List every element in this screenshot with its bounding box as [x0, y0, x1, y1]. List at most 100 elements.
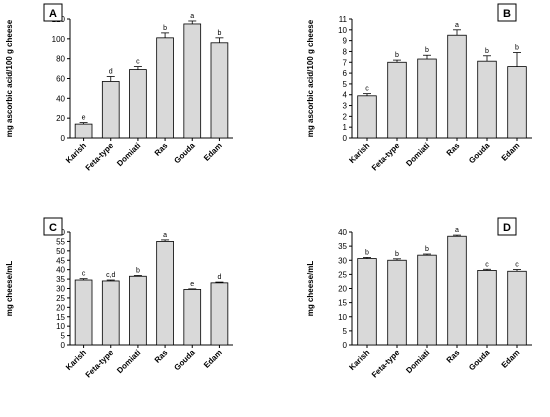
significance-label: c	[82, 271, 86, 278]
bar	[74, 123, 93, 139]
bar	[74, 279, 93, 346]
category-label: Edam	[500, 141, 522, 163]
y-tick-label: 80	[56, 55, 65, 64]
panel-label: D	[503, 222, 511, 234]
y-tick-label: 25	[338, 270, 347, 279]
bar	[387, 61, 407, 139]
significance-label: b	[217, 30, 221, 37]
panel-a: 020406080100120mg ascorbic acid/100 g ch…	[5, 3, 233, 173]
y-tick-label: 35	[338, 242, 347, 251]
bar	[183, 23, 202, 139]
significance-label: c	[136, 59, 140, 66]
category-label: Karish	[64, 141, 88, 165]
category-label: Feta-type	[84, 141, 116, 173]
bar	[129, 69, 147, 139]
y-tick-label: 10	[338, 313, 347, 322]
y-tick-label: 6	[343, 69, 348, 78]
category-label: Ras	[445, 348, 462, 365]
y-tick-label: 25	[56, 294, 65, 303]
significance-label: a	[190, 13, 194, 20]
category-label: Ras	[153, 348, 170, 365]
bar	[417, 254, 437, 346]
y-tick-label: 40	[56, 94, 65, 103]
bar	[477, 270, 497, 346]
y-tick-label: 9	[343, 37, 348, 46]
significance-label: d	[217, 274, 221, 281]
significance-label: b	[395, 251, 399, 258]
y-tick-label: 30	[338, 256, 347, 265]
category-label: Gouda	[467, 348, 492, 373]
y-tick-label: 5	[61, 332, 66, 341]
category-label: Karish	[347, 348, 371, 372]
category-label: Ras	[445, 141, 462, 158]
category-label: Ras	[153, 141, 170, 158]
category-label: Gouda	[172, 348, 197, 373]
category-label: Domiati	[115, 141, 142, 168]
bar	[357, 258, 377, 346]
y-tick-label: 11	[339, 15, 348, 24]
category-label: Edam	[202, 141, 224, 163]
y-axis-title: mg cheese/mL	[306, 261, 315, 317]
y-tick-label: 100	[52, 35, 66, 44]
category-label: Edam	[202, 348, 224, 370]
panel-label-box	[43, 3, 63, 22]
y-axis-title: mg ascorbic acid/100 g cheese	[306, 19, 315, 137]
bar	[447, 235, 467, 346]
bar	[156, 241, 174, 346]
y-tick-label: 10	[56, 322, 65, 331]
y-tick-label: 4	[343, 91, 348, 100]
significance-label: b	[425, 47, 429, 54]
category-label: Domiati	[404, 141, 431, 168]
bar	[357, 95, 377, 139]
y-tick-label: 0	[343, 341, 348, 350]
bar	[417, 58, 437, 139]
y-tick-label: 3	[343, 102, 348, 111]
y-tick-label: 8	[343, 47, 348, 56]
bar	[183, 289, 202, 346]
y-tick-label: 15	[56, 313, 65, 322]
significance-label: c	[485, 261, 489, 268]
y-tick-label: 20	[338, 285, 347, 294]
bar	[101, 280, 120, 346]
y-tick-label: 10	[338, 26, 347, 35]
panel-c: 051015202530354045505560mg cheese/mLcKar…	[5, 217, 233, 380]
significance-label: e	[82, 115, 86, 122]
significance-label: c,d	[106, 272, 115, 279]
category-label: Karish	[347, 141, 371, 165]
panel-d: 0 5 10 15 20 25 30 35 40 mg cheese/mL b Karish b Feta…	[306, 217, 532, 380]
bar	[507, 66, 527, 139]
panel-label-box	[43, 217, 63, 236]
significance-label: b	[485, 48, 489, 55]
y-tick-label: 0	[61, 134, 66, 143]
panel-label-box	[497, 217, 517, 236]
panel-label: A	[49, 8, 57, 20]
y-tick-label: 50	[56, 247, 65, 256]
significance-label: b	[515, 45, 519, 52]
bar	[387, 259, 407, 346]
bar	[129, 275, 147, 346]
significance-label: b	[365, 249, 369, 256]
y-tick-label: 45	[56, 256, 65, 265]
significance-label: b	[163, 25, 167, 32]
panel-label: B	[503, 8, 511, 20]
category-label: Gouda	[467, 141, 492, 166]
bar	[210, 282, 229, 346]
category-label: Feta-type	[370, 348, 402, 380]
significance-label: a	[455, 227, 459, 234]
category-label: Edam	[500, 348, 522, 370]
significance-label: b	[425, 246, 429, 253]
panel-label: C	[49, 222, 57, 234]
y-tick-label: 35	[56, 275, 65, 284]
panel-label-box	[497, 3, 517, 22]
y-tick-label: 60	[56, 75, 65, 84]
bar	[477, 60, 497, 139]
significance-label: a	[455, 22, 459, 29]
significance-label: c	[365, 86, 369, 93]
y-tick-label: 40	[338, 228, 347, 237]
y-tick-label: 7	[343, 58, 348, 67]
y-tick-label: 55	[56, 237, 65, 246]
significance-label: e	[190, 281, 194, 288]
y-tick-label: 2	[343, 112, 348, 121]
